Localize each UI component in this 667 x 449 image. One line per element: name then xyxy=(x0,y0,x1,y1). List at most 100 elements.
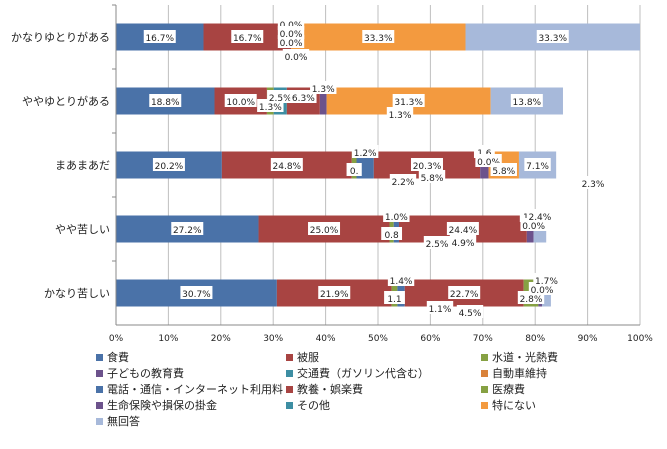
data-label: 33.3% xyxy=(364,34,393,44)
data-label: 1.1% xyxy=(429,305,452,315)
data-label-bg xyxy=(386,107,414,120)
data-label-bg xyxy=(533,273,560,286)
data-label-bg xyxy=(426,301,454,314)
data-label: 21.9% xyxy=(320,290,349,300)
data-label: 6.3% xyxy=(292,94,315,104)
data-label: 2.5% xyxy=(269,94,292,104)
legend-swatch xyxy=(481,401,488,409)
data-label: 33.3% xyxy=(538,34,567,44)
data-label-bg xyxy=(392,94,425,107)
legend-swatch xyxy=(286,385,293,393)
data-label: 13.8% xyxy=(513,98,542,108)
data-label: 2.2% xyxy=(392,178,415,188)
legend-swatch xyxy=(286,401,293,409)
data-label: 0.0% xyxy=(280,30,303,40)
data-label: 16.7% xyxy=(145,34,174,44)
category-label: やや苦しい xyxy=(55,223,110,236)
data-labels: 16.7%16.7%0.0%0.0%0.0%33.3%33.3%18.8%10.… xyxy=(143,17,607,319)
legend-label: 教養・娯楽費 xyxy=(297,383,363,396)
data-label: 2.4% xyxy=(528,213,551,223)
data-label-bg xyxy=(267,90,294,103)
data-label: 20.2% xyxy=(155,162,184,172)
data-label: 0.0% xyxy=(477,158,500,168)
data-label-bg xyxy=(224,94,257,107)
data-label-bg xyxy=(346,163,362,176)
data-label: 24.8% xyxy=(273,162,302,172)
data-label: 0.0% xyxy=(522,222,545,232)
data-label-bg xyxy=(510,94,543,107)
data-label-bg xyxy=(171,222,204,235)
legend-label: 電話・通信・インターネット利用料 xyxy=(107,383,283,396)
data-label: 4.9% xyxy=(452,239,475,249)
data-label-bg xyxy=(383,209,410,222)
data-label-bg xyxy=(526,209,554,222)
category-label: かなり苦しい xyxy=(44,287,110,300)
data-label-bg xyxy=(180,286,213,299)
data-label-bg xyxy=(282,49,310,62)
x-tick-label: 50% xyxy=(368,334,388,344)
legend-label: 被服 xyxy=(297,351,319,364)
data-label: 22.7% xyxy=(450,290,479,300)
data-label: 1.3% xyxy=(389,111,412,121)
axes: 0% 10% 20% 30% 40% 50% 60% 70% 80% 90% 100% かなりゆとりが… xyxy=(11,4,653,344)
x-tick-label: 0% xyxy=(109,334,124,344)
data-label: 0.0% xyxy=(531,286,554,296)
data-label: 0.0% xyxy=(285,53,308,63)
data-label-bg xyxy=(231,30,264,43)
data-label: 31.3% xyxy=(394,98,423,108)
data-label: 18.8% xyxy=(151,98,180,108)
x-tick-label: 10% xyxy=(158,334,178,344)
legend-swatch xyxy=(286,353,293,361)
legend-label: 水道・光熱費 xyxy=(492,351,558,364)
data-label: 30.7% xyxy=(182,290,211,300)
data-label: 16.7% xyxy=(233,34,262,44)
legend-label: その他 xyxy=(297,399,330,412)
legend-label: 食費 xyxy=(107,351,129,364)
category-label: かなりゆとりがある xyxy=(11,30,110,44)
legend-item: 被服 xyxy=(286,349,319,365)
data-label: 1.7% xyxy=(535,277,558,287)
data-label-bg xyxy=(446,222,479,235)
data-label-bg xyxy=(456,305,484,318)
data-label-bg xyxy=(389,174,417,187)
data-label: 27.2% xyxy=(173,226,202,236)
legend-label: 無回答 xyxy=(107,415,140,428)
data-label: 4.5% xyxy=(459,309,482,319)
legend-item: 交通費（ガソリン代含む） xyxy=(286,365,429,381)
data-label-bg xyxy=(536,30,569,43)
data-label-bg xyxy=(362,30,395,43)
legend-label: 子どもの教育費 xyxy=(107,367,184,380)
data-label: 1.3% xyxy=(312,85,335,95)
data-label-bg xyxy=(270,158,303,171)
legend-item: 無回答 xyxy=(96,413,140,429)
legend-label: 特にない xyxy=(492,399,536,412)
legend-item: 医療費 xyxy=(481,381,525,397)
data-label-bg xyxy=(149,94,182,107)
bar-segment xyxy=(319,87,327,115)
legend-item: 子どもの教育費 xyxy=(96,365,184,381)
data-label-bg xyxy=(418,170,446,183)
legend-swatch xyxy=(96,385,103,393)
x-tick-label: 100% xyxy=(627,334,653,344)
data-label: 1.3% xyxy=(259,103,282,113)
category-label: まあまあだ xyxy=(55,159,110,172)
legend-item: その他 xyxy=(286,397,330,413)
x-tick-label: 80% xyxy=(525,334,545,344)
data-label-bg xyxy=(143,30,176,43)
legend-swatch xyxy=(481,353,488,361)
legend-label: 生命保険や損保の掛金 xyxy=(107,399,217,412)
legend-item: 生命保険や損保の掛金 xyxy=(96,397,217,413)
legend-item: 教養・娯楽費 xyxy=(286,381,363,397)
data-label: 7.1% xyxy=(526,162,549,172)
data-label: 25.0% xyxy=(310,226,339,236)
category-label: ややゆとりがある xyxy=(22,94,110,108)
data-label-bg xyxy=(277,26,305,39)
x-tick-label: 60% xyxy=(420,334,440,344)
x-tick-label: 20% xyxy=(211,334,231,344)
data-label: 0.0% xyxy=(280,39,303,49)
data-label-bg xyxy=(423,236,451,249)
data-label: 1.4% xyxy=(390,277,413,287)
legend-item: 自動車維持 xyxy=(481,365,547,381)
data-label: 5.8% xyxy=(421,174,444,184)
